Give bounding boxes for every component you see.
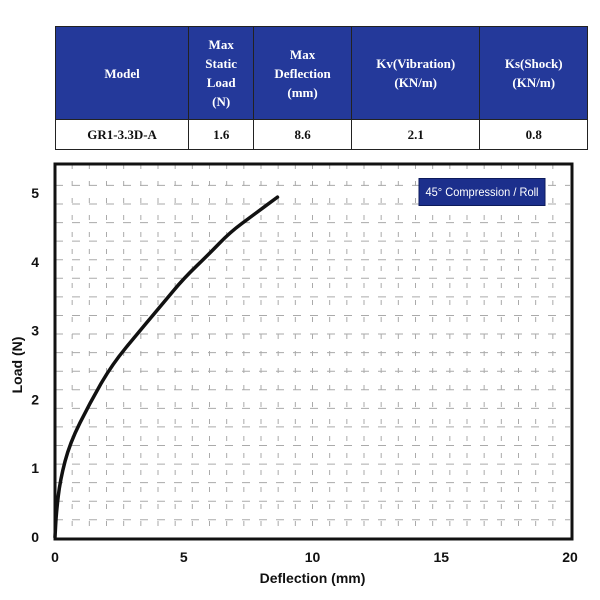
column-header: Ks(Shock) (KN/m) — [479, 26, 588, 120]
header-line: Load — [206, 75, 236, 90]
table-cell: 8.6 — [253, 119, 352, 150]
table-row: GR1-3.3D-A 1.6 8.6 2.1 0.8 — [54, 119, 588, 150]
series-line — [53, 195, 280, 539]
x-tick-label: 0 — [51, 549, 59, 565]
header-line: Static — [205, 56, 238, 71]
header-line: Max — [208, 37, 234, 52]
header-line: (KN/m) — [394, 75, 437, 90]
plot-frame — [53, 162, 574, 541]
header-line: Deflection — [274, 65, 331, 81]
x-tick-label: 15 — [433, 549, 449, 565]
column-header: Model — [54, 26, 190, 120]
header-line: (KN/m) — [512, 75, 556, 90]
table-cell: 0.8 — [479, 119, 588, 150]
table-header-row: Model Max Static Load (N) Max Deflection (mm) Kv… — [54, 26, 588, 120]
x-axis-label: Deflection (mm) — [260, 570, 366, 586]
header-line: Model — [104, 65, 140, 81]
table-cell: GR1-3.3D-A — [54, 119, 190, 150]
spec-table: Model Max Static Load (N) Max Deflection (mm) Kv… — [54, 26, 588, 150]
y-axis-label: Load (N) — [9, 337, 25, 394]
y-tick-label: 1 — [31, 460, 39, 476]
y-tick-label: 0 — [31, 529, 39, 545]
header-line: Ks(Shock) — [504, 56, 563, 71]
y-tick-label: 5 — [31, 185, 39, 201]
y-tick-label: 4 — [31, 254, 39, 270]
column-header: Max Static Load (N) — [188, 26, 255, 120]
x-tick-label: 5 — [180, 549, 188, 565]
header-line: Max — [289, 46, 316, 62]
header-line: (N) — [212, 94, 231, 109]
column-header: Max Deflection (mm) — [253, 26, 352, 120]
table-cell: 1.6 — [188, 119, 255, 150]
header-line: (mm) — [287, 84, 318, 100]
header-line: Kv(Vibration) — [376, 56, 456, 71]
y-tick-label: 3 — [31, 323, 39, 339]
x-tick-label: 20 — [562, 549, 578, 565]
load-deflection-chart: 0 5 10 15 20 0 1 2 3 4 5 Deflection (mm) Load (N) — [9, 162, 578, 586]
column-header: Kv(Vibration) (KN/m) — [350, 26, 481, 120]
y-tick-label: 2 — [31, 391, 39, 407]
legend-box: 45° Compression / Roll — [418, 178, 546, 206]
table-cell: 2.1 — [350, 119, 481, 150]
x-tick-label: 10 — [305, 549, 321, 565]
